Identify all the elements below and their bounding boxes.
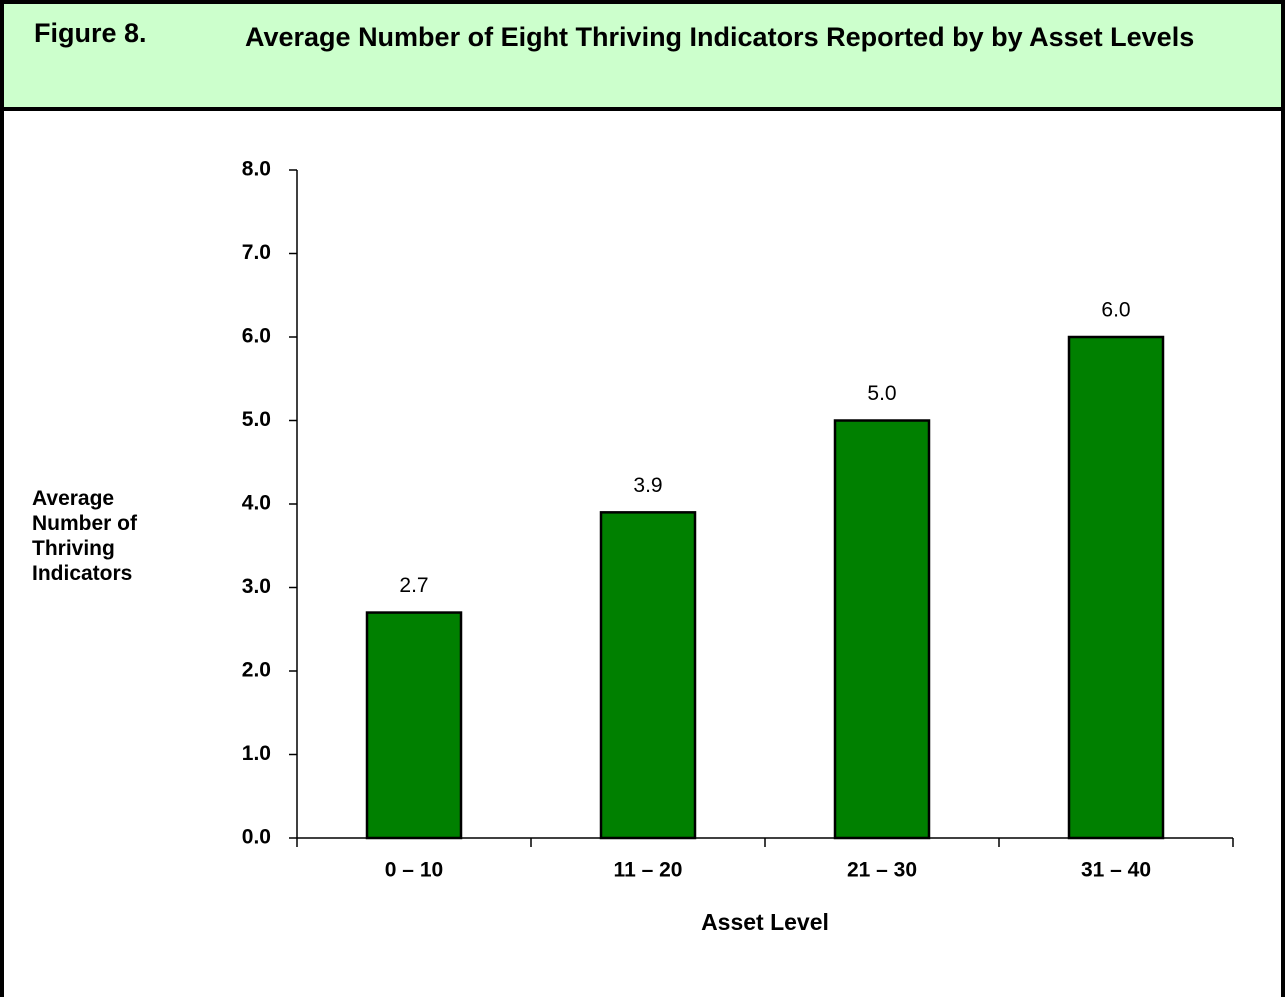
chart-title: Average Number of Eight Thriving Indicat… (245, 22, 1195, 52)
y-tick-label: 0.0 (242, 826, 271, 849)
value-label: 2.7 (399, 574, 428, 597)
y-tick-label: 4.0 (242, 492, 271, 515)
value-label: 5.0 (867, 382, 896, 405)
figure-label: Figure 8. (34, 18, 147, 48)
bar (365, 611, 463, 840)
y-tick-label: 5.0 (242, 408, 271, 431)
x-axis-label: Asset Level (701, 909, 829, 935)
y-tick-label: 6.0 (242, 325, 271, 348)
bar (599, 511, 697, 840)
y-tick-label: 1.0 (242, 742, 271, 765)
header: Figure 8. Average Number of Eight Thrivi… (4, 4, 1281, 111)
x-tick-label: 11 – 20 (614, 859, 683, 882)
x-tick-label: 31 – 40 (1081, 859, 1151, 882)
x-tick-label: 0 – 10 (385, 859, 443, 882)
y-tick-label: 8.0 (242, 158, 271, 181)
value-label: 6.0 (1101, 299, 1130, 322)
value-label: 3.9 (633, 474, 662, 497)
y-tick-label: 7.0 (242, 241, 271, 264)
x-tick-label: 21 – 30 (847, 859, 917, 882)
y-tick-label: 3.0 (242, 575, 271, 598)
bar (833, 419, 931, 840)
bar (1067, 335, 1165, 840)
y-axis-label: Average Number of Thriving Indicators (32, 487, 137, 585)
y-tick-label: 2.0 (242, 659, 271, 682)
